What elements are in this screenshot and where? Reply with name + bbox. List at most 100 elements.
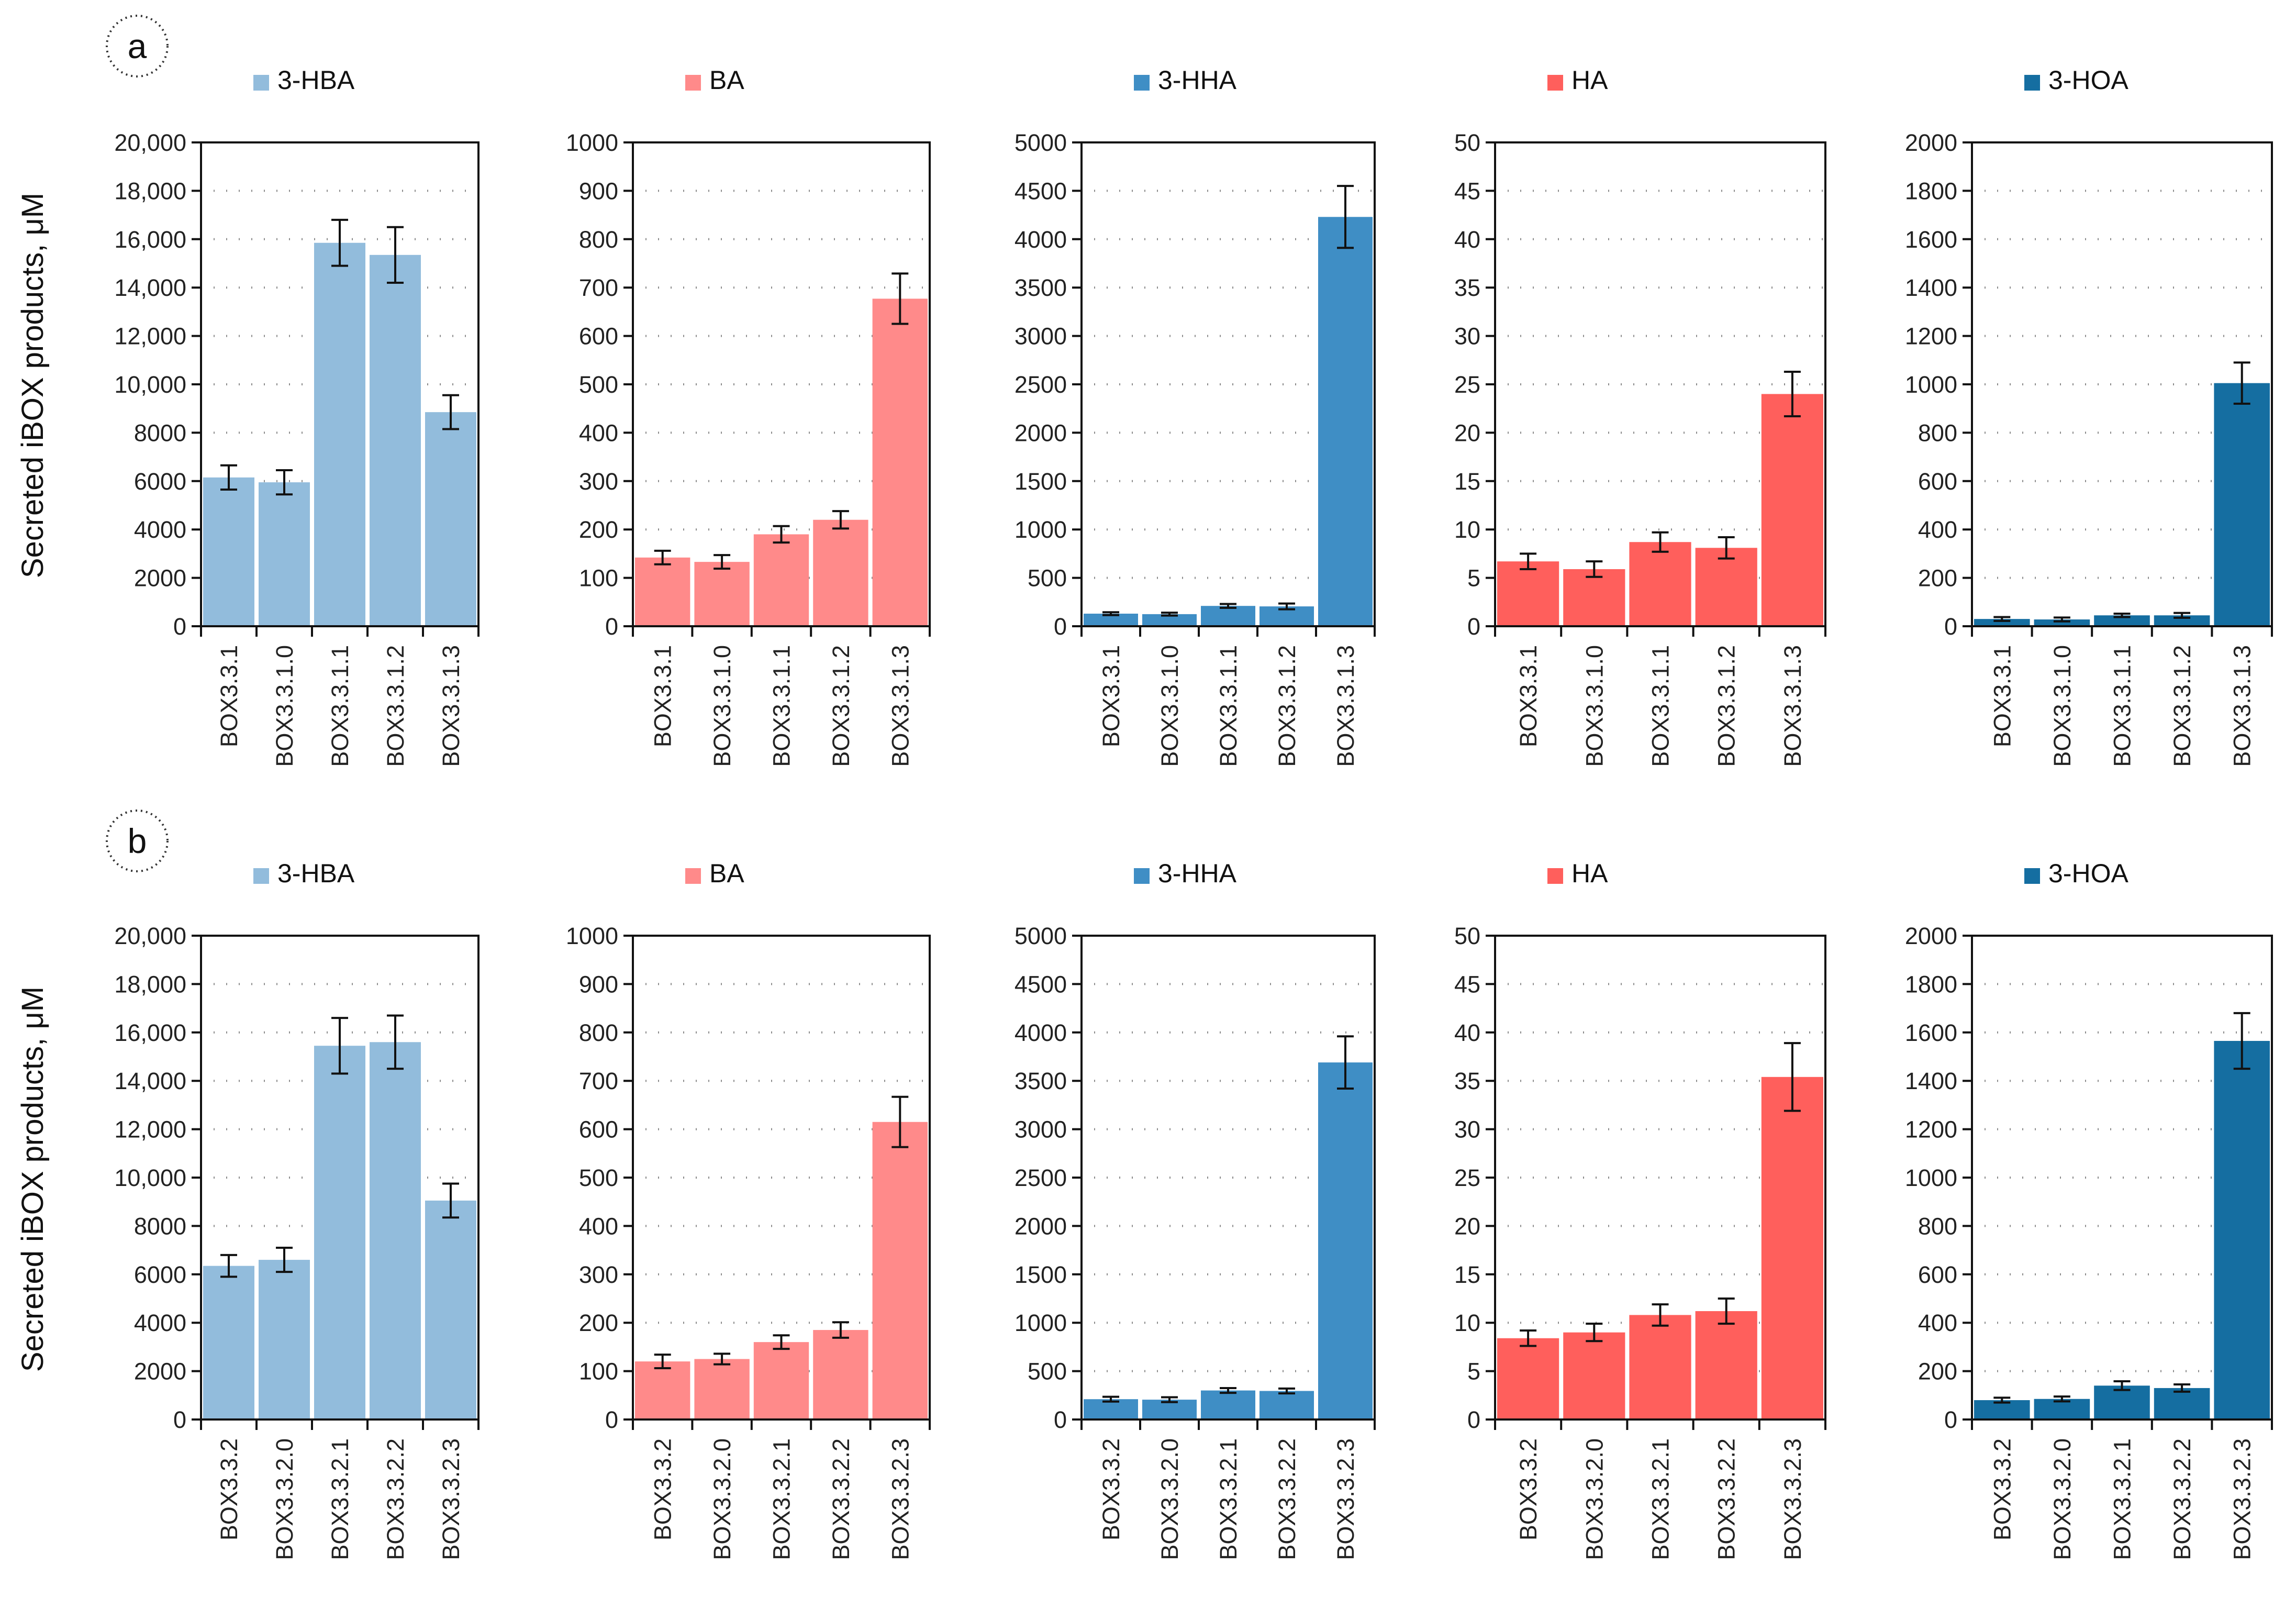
chart-b-2-x-tick-label-4: BOX3.3.2.2 — [828, 1438, 854, 1560]
chart-a-2-bar-5 — [872, 298, 928, 626]
chart-a-5-y-tick-label: 1800 — [1905, 178, 1957, 204]
y-axis-title-row-b: Secreted iBOX products, μM — [16, 986, 50, 1372]
chart-b-4-x-tick-label-5: BOX3.3.2.3 — [1779, 1438, 1806, 1560]
chart-b-2-legend-swatch — [685, 868, 701, 884]
chart-a-4-error-bar-3 — [1652, 531, 1669, 553]
chart-b-4-bar-1 — [1497, 1338, 1559, 1419]
chart-b-3-bar-3 — [1201, 1390, 1255, 1419]
chart-b-4-y-tick-label: 15 — [1454, 1261, 1480, 1288]
chart-a-3-y-tick-label: 4500 — [1015, 178, 1067, 204]
chart-b-5-y-tick-label: 1000 — [1905, 1165, 1957, 1191]
chart-a-1: 3-HBA 0 2000 4000 6000 8000 10,000 12,000 14,000… — [114, 65, 480, 767]
chart-a-2-y-tick-label: 600 — [579, 323, 618, 350]
chart-a-5-y-tick-label: 1000 — [1905, 371, 1957, 398]
chart-a-1-bar-3 — [314, 242, 365, 627]
chart-a-4-error-bar-1 — [1520, 552, 1537, 570]
chart-b-4-y-tick-label: 40 — [1454, 1019, 1480, 1046]
chart-b-4-y-tick-label: 35 — [1454, 1068, 1480, 1094]
chart-a-1-error-bar-2 — [276, 469, 293, 496]
chart-a-3-x-tick-label-2: BOX3.3.1.0 — [1156, 645, 1183, 767]
chart-a-4-y-tick-label: 5 — [1467, 565, 1480, 592]
chart-a-3-y-tick-label: 500 — [1028, 565, 1067, 592]
chart-a-1-y-tick-label: 20,000 — [114, 129, 186, 156]
chart-b-2-error-bar-4 — [832, 1321, 849, 1339]
chart-a-1-x-tick-label-2: BOX3.3.1.0 — [271, 645, 298, 767]
chart-b-3-y-tick-label: 5000 — [1015, 923, 1067, 949]
chart-b-1-x-tick-label-4: BOX3.3.2.2 — [382, 1438, 409, 1560]
chart-a-5-x-tick-label-3: BOX3.3.1.1 — [2109, 645, 2136, 767]
panel-label-a: a — [106, 15, 169, 77]
chart-a-4-bar-3 — [1629, 542, 1691, 626]
chart-a-1-y-tick-label: 12,000 — [114, 323, 186, 350]
chart-a-5-error-bar-5 — [2233, 361, 2250, 405]
chart-b-1-y-tick-label: 8000 — [134, 1213, 186, 1239]
chart-a-5-error-bar-3 — [2113, 612, 2131, 618]
chart-b-5-error-bar-2 — [2053, 1395, 2070, 1403]
chart-b-3-y-tick-label: 2000 — [1015, 1213, 1067, 1239]
chart-a-4: HA 0 5 10 15 20 25 30 35 40 45 50 BOX3.3.1 BOX3.3.1.0… — [1454, 65, 1826, 767]
chart-b-4-y-tick-label: 0 — [1467, 1406, 1480, 1433]
chart-a-2-bar-1 — [635, 557, 690, 626]
chart-b-4-y-tick-label: 20 — [1454, 1213, 1480, 1239]
chart-a-5-y-tick-label: 0 — [1944, 613, 1957, 640]
chart-b-1-error-bar-2 — [276, 1246, 293, 1273]
chart-a-4-y-tick-label: 15 — [1454, 468, 1480, 495]
chart-b-3-y-tick-label: 4500 — [1015, 971, 1067, 997]
chart-a-3-y-tick-label: 1500 — [1015, 468, 1067, 495]
chart-a-3-error-bar-3 — [1220, 603, 1236, 609]
chart-b-3-error-bar-5 — [1337, 1035, 1354, 1090]
chart-a-3-y-tick-label: 4000 — [1015, 226, 1067, 253]
chart-b-1-x-tick-label-2: BOX3.3.2.0 — [271, 1438, 298, 1560]
chart-a-3-x-tick-label-3: BOX3.3.1.1 — [1215, 645, 1242, 767]
chart-a-1-y-tick-label: 2000 — [134, 565, 186, 592]
chart-b-5-x-tick-label-1: BOX3.3.2 — [1989, 1438, 2015, 1540]
chart-b-2-x-tick-label-5: BOX3.3.2.3 — [887, 1438, 913, 1560]
chart-b-3-y-tick-label: 3000 — [1015, 1116, 1067, 1143]
chart-a-3-y-tick-label: 2500 — [1015, 371, 1067, 398]
chart-b-3-error-bar-2 — [1161, 1396, 1178, 1403]
chart-a-2-y-tick-label: 200 — [579, 516, 618, 543]
chart-b-1-error-bar-1 — [220, 1254, 237, 1278]
chart-b-4-y-tick-label: 25 — [1454, 1165, 1480, 1191]
chart-b-4-error-bar-2 — [1586, 1323, 1603, 1343]
chart-b-1-error-bar-5 — [442, 1182, 459, 1219]
chart-b-1-legend-label: 3-HBA — [277, 859, 355, 888]
chart-b-5-x-tick-label-4: BOX3.3.2.2 — [2169, 1438, 2195, 1560]
chart-a-5-legend-swatch — [2024, 75, 2040, 91]
chart-b-1: 3-HBA 0 2000 4000 6000 8000 10,000 12,000 14,000… — [114, 859, 480, 1560]
chart-a-2-y-tick-label: 300 — [579, 468, 618, 495]
chart-b-5-y-tick-label: 1200 — [1905, 1116, 1957, 1143]
chart-a-4-x-tick-label-3: BOX3.3.1.1 — [1647, 645, 1674, 767]
chart-b-4-y-tick-label: 10 — [1454, 1310, 1480, 1336]
chart-b-5-error-bar-5 — [2233, 1012, 2250, 1070]
chart-a-5-y-tick-label: 800 — [1918, 419, 1957, 446]
chart-a-2-y-tick-label: 1000 — [566, 129, 618, 156]
chart-b-3-y-tick-label: 2500 — [1015, 1165, 1067, 1191]
chart-b-3-x-tick-label-4: BOX3.3.2.2 — [1274, 1438, 1300, 1560]
chart-b-2: BA 0 100 200 300 400 500 600 700 800 900 1000 BOX3.3… — [566, 859, 931, 1560]
chart-b-1-error-bar-3 — [331, 1017, 348, 1075]
chart-b-2-y-tick-label: 500 — [579, 1165, 618, 1191]
chart-b-5-y-tick-label: 800 — [1918, 1213, 1957, 1239]
y-axis-title-row-a: Secreted iBOX products, μM — [16, 193, 50, 578]
chart-b-4-error-bar-3 — [1652, 1303, 1669, 1327]
chart-a-2-bar-3 — [753, 534, 809, 626]
chart-b-4-y-tick-label: 50 — [1454, 923, 1480, 949]
chart-a-1-y-tick-label: 18,000 — [114, 178, 186, 204]
chart-b-5-error-bar-4 — [2174, 1383, 2191, 1393]
chart-a-5-y-tick-label: 1400 — [1905, 274, 1957, 301]
chart-a-4-error-bar-2 — [1586, 560, 1603, 578]
chart-a-2-y-tick-label: 500 — [579, 371, 618, 398]
chart-a-3-y-tick-label: 3000 — [1015, 323, 1067, 350]
chart-a-5-y-tick-label: 1600 — [1905, 226, 1957, 253]
chart-a-3-y-tick-label: 3500 — [1015, 274, 1067, 301]
chart-a-4-y-tick-label: 40 — [1454, 226, 1480, 253]
chart-a-5-y-tick-label: 200 — [1918, 565, 1957, 592]
chart-a-2-x-tick-label-1: BOX3.3.1 — [650, 645, 676, 747]
chart-b-5-y-tick-label: 1800 — [1905, 971, 1957, 997]
chart-a-4-x-tick-label-1: BOX3.3.1 — [1515, 645, 1542, 747]
chart-b-2-bar-5 — [872, 1122, 928, 1419]
chart-a-1-y-tick-label: 14,000 — [114, 274, 186, 301]
chart-a-1-bar-4 — [370, 254, 421, 627]
chart-b-1-y-tick-label: 14,000 — [114, 1068, 186, 1094]
